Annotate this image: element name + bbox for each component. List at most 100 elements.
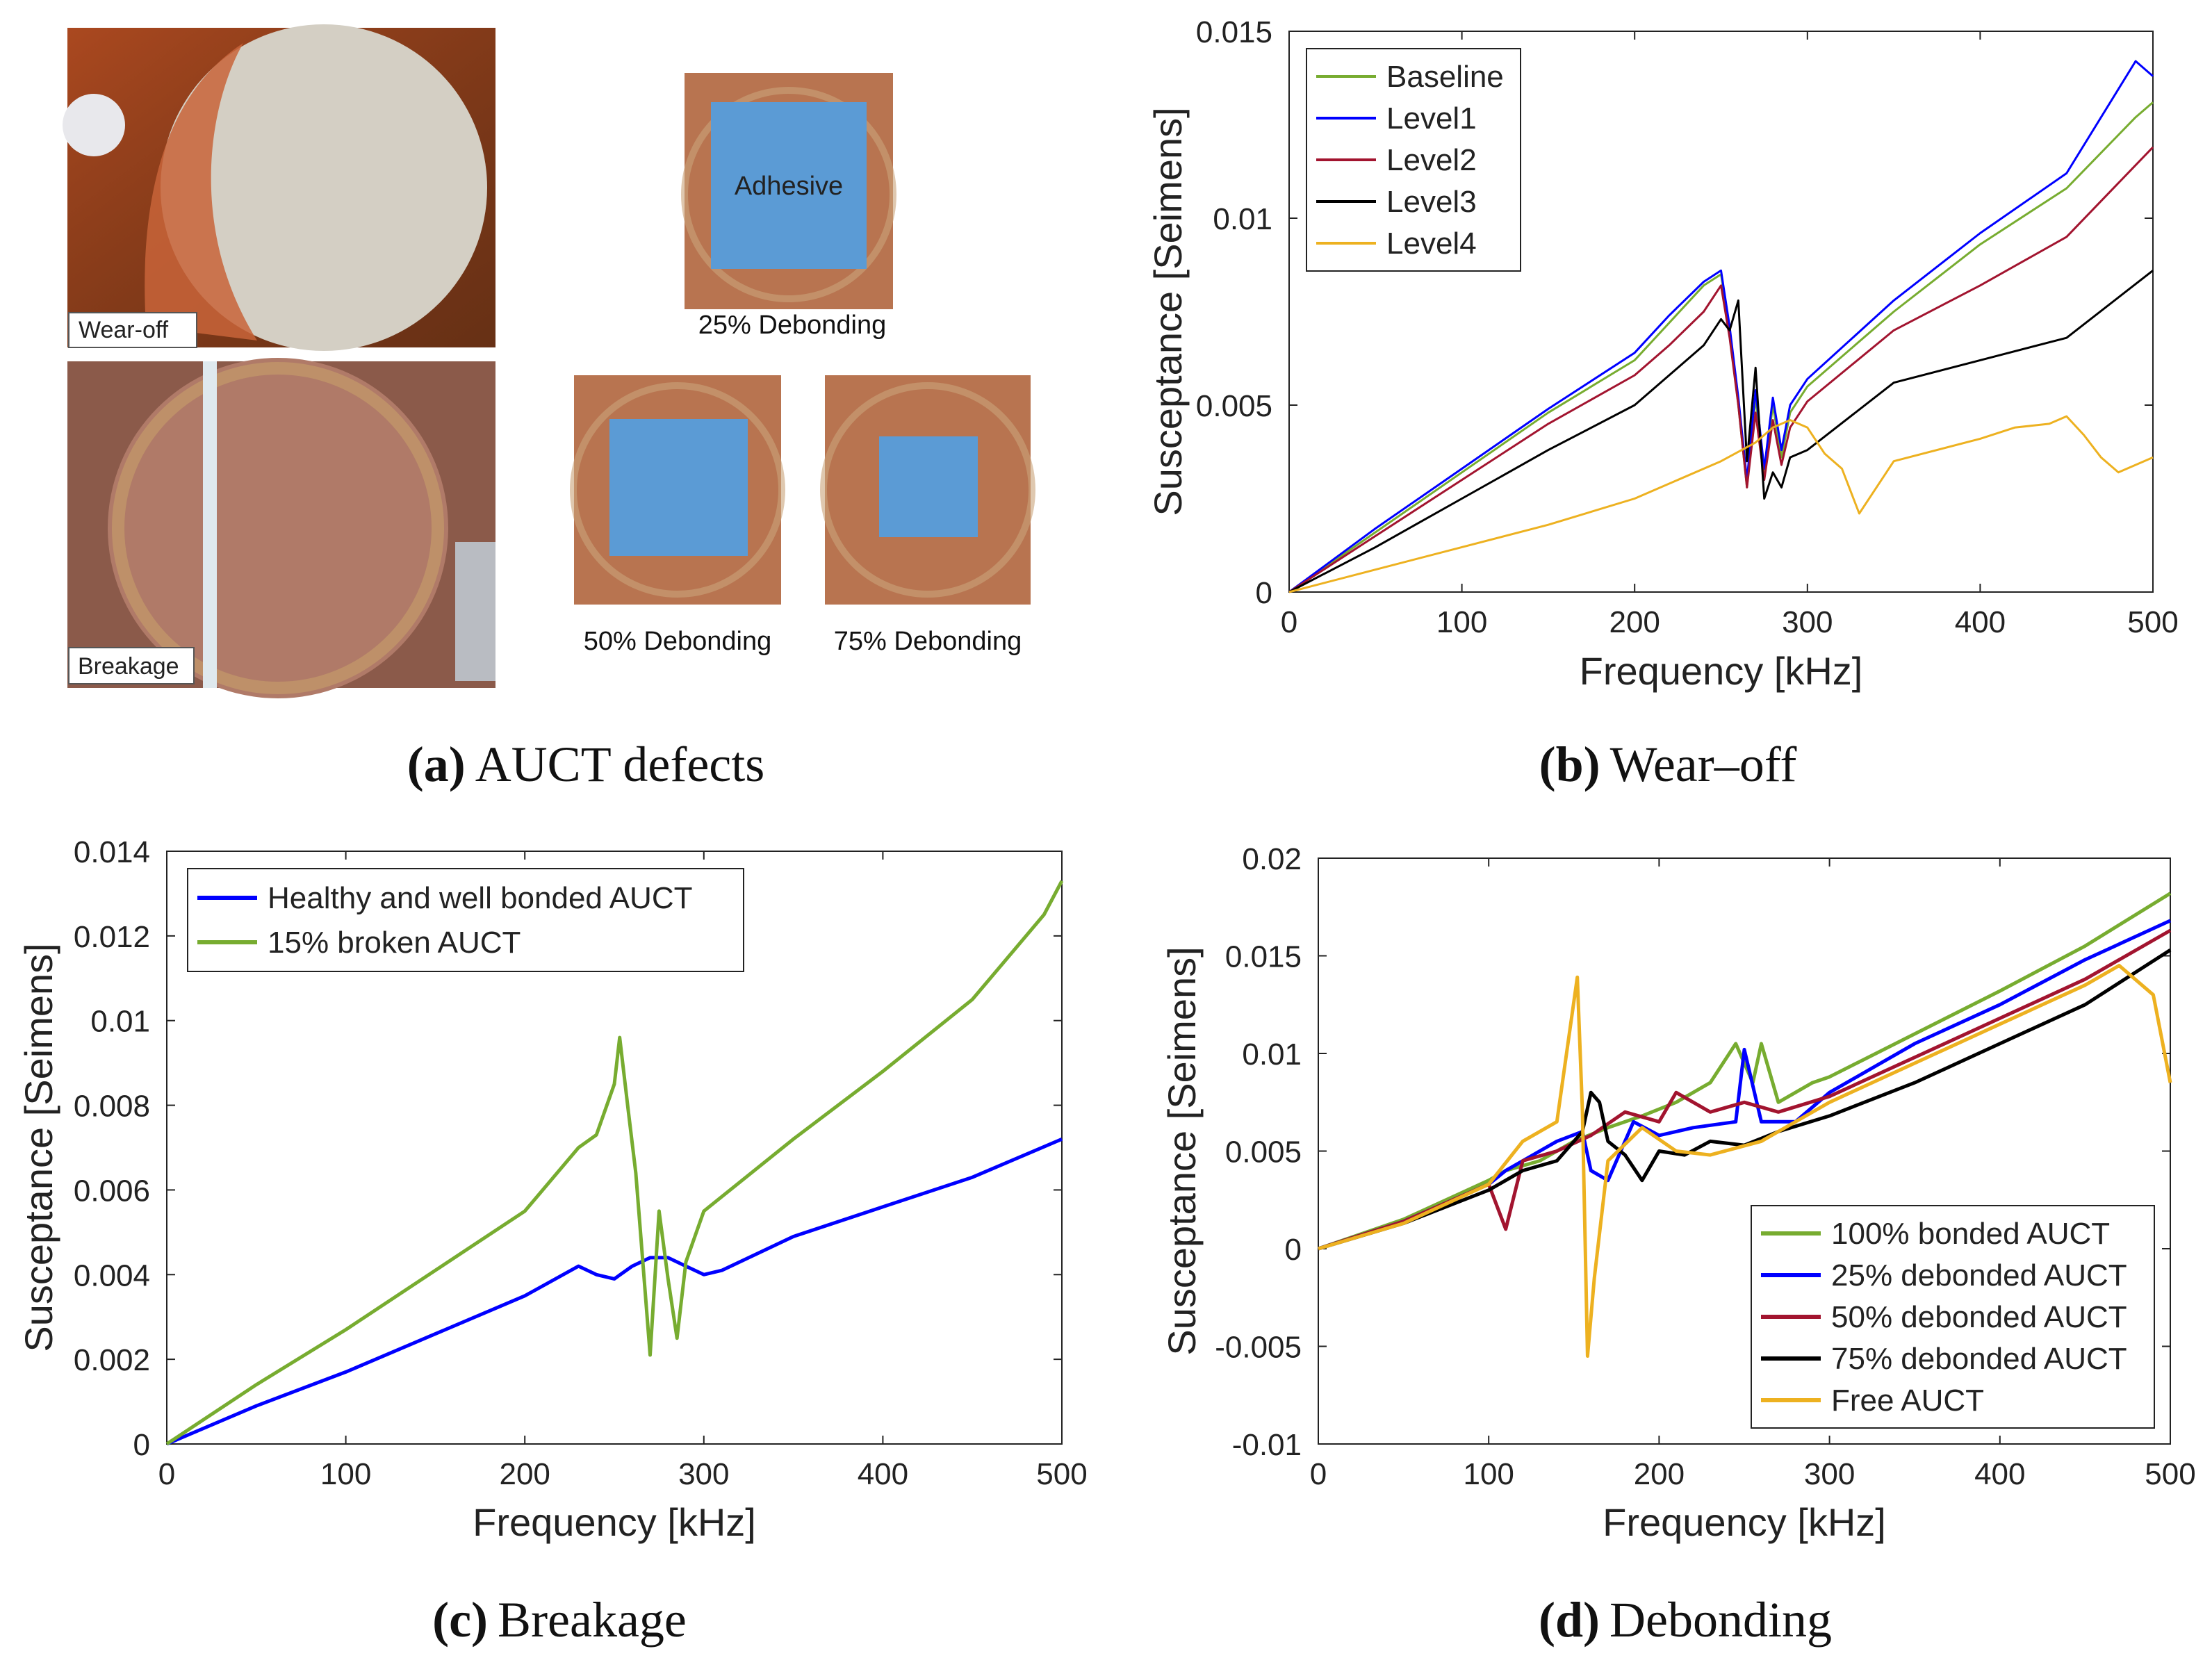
x-tick-label: 500 — [2145, 1457, 2195, 1491]
legend: 100% bonded AUCT 25% debonded AUCT 50% deb… — [1751, 1205, 2155, 1429]
x-tick-label: 500 — [2127, 605, 2178, 639]
broken-disc — [108, 358, 448, 698]
y-tick-label: 0.02 — [1242, 842, 1302, 876]
legend-entry: Level4 — [1386, 227, 1477, 261]
legend: Baseline Level1 Level2 Level3 Level4 — [1306, 48, 1521, 272]
legend-entry: Level1 — [1386, 101, 1477, 136]
legend-entry: Free AUCT — [1831, 1384, 1984, 1418]
panel-a: Wear-off Breakage Adhesive 25% Debonding… — [63, 24, 1035, 792]
x-tick-label: 0 — [1281, 605, 1297, 639]
x-tick-label: 0 — [1310, 1457, 1327, 1491]
series-line-50-debonded-auct — [1318, 928, 2172, 1251]
y-tick-label: 0.014 — [74, 835, 150, 869]
x-tick-label: 300 — [1782, 605, 1833, 639]
y-axis-label: Susceptance [Seimens] — [17, 943, 60, 1352]
legend-entry: 100% bonded AUCT — [1831, 1217, 2110, 1251]
x-tick-label: 300 — [1804, 1457, 1855, 1491]
y-tick-label: 0 — [1285, 1233, 1302, 1267]
x-tick-label: 0 — [158, 1457, 175, 1491]
y-tick-label: 0.004 — [74, 1258, 150, 1292]
electrode-blob — [63, 94, 125, 156]
x-tick-label: 400 — [1974, 1457, 2025, 1491]
legend-entry: Level2 — [1386, 143, 1477, 177]
debond-25-photo: Adhesive 25% Debonding — [681, 73, 896, 340]
debond-50-photo: 50% Debonding — [570, 375, 785, 656]
legend-entry: Healthy and well bonded AUCT — [268, 881, 692, 915]
y-axis-label: Susceptance [Seimens] — [1160, 946, 1204, 1355]
debond-25-label: 25% Debonding — [698, 311, 886, 340]
y-tick-label: 0.008 — [74, 1090, 150, 1124]
debond-75-label: 75% Debonding — [834, 627, 1022, 656]
x-axis-label: Frequency [kHz] — [473, 1500, 756, 1544]
caption-b-letter: (b) — [1539, 737, 1600, 792]
y-tick-label: -0.01 — [1232, 1428, 1302, 1462]
adhesive-area-75 — [879, 436, 978, 537]
y-tick-label: 0.006 — [74, 1174, 150, 1208]
x-tick-label: 200 — [1609, 605, 1660, 639]
breakage-label: Breakage — [78, 653, 179, 680]
y-tick-label: -0.005 — [1215, 1331, 1302, 1365]
legend: Healthy and well bonded AUCT 15% broken A… — [187, 868, 744, 972]
legend-entry: 50% debonded AUCT — [1831, 1300, 2127, 1334]
adhesive-area — [711, 102, 867, 269]
caption-c: (c) Breakage — [432, 1592, 687, 1648]
chart-breakage: 0 100 200 300 400 500 0 0.002 0.004 0.006 0.008 0.0… — [17, 835, 1088, 1544]
y-tick-label: 0.002 — [74, 1343, 150, 1377]
series-line-15-broken-auct — [165, 880, 1064, 1446]
worn-disc — [161, 24, 487, 351]
caption-d-letter: (d) — [1539, 1592, 1600, 1648]
series-line-level3 — [1288, 270, 2154, 593]
debond-50-label: 50% Debonding — [584, 627, 771, 656]
caption-a-text: AUCT defects — [475, 737, 765, 792]
legend-entry: Level3 — [1386, 185, 1477, 219]
caption-b-text: Wear–off — [1610, 737, 1797, 792]
y-tick-label: 0 — [1256, 576, 1272, 610]
series-line-free-auct — [1318, 964, 2172, 1358]
y-tick-label: 0.005 — [1225, 1135, 1302, 1169]
legend-entry: 75% debonded AUCT — [1831, 1342, 2127, 1376]
y-tick-label: 0.015 — [1225, 940, 1302, 974]
legend-entry: 15% broken AUCT — [268, 926, 521, 960]
y-tick-label: 0.005 — [1196, 389, 1272, 423]
caption-b: (b) Wear–off — [1539, 737, 1797, 792]
adhesive-label: Adhesive — [735, 172, 843, 201]
x-tick-label: 200 — [499, 1457, 550, 1491]
x-axis-label: Frequency [kHz] — [1603, 1500, 1886, 1544]
wear-off-label: Wear-off — [79, 317, 169, 343]
y-tick-label: 0.01 — [1242, 1037, 1302, 1072]
x-axis-label: Frequency [kHz] — [1580, 649, 1863, 693]
series-line-25-debonded-auct — [1318, 919, 2172, 1251]
series-line-75-debonded-auct — [1318, 948, 2172, 1251]
debond-75-photo: 75% Debonding — [820, 375, 1035, 656]
series-line-level4 — [1288, 415, 2154, 593]
y-tick-label: 0.015 — [1196, 15, 1272, 49]
y-axis-label: Susceptance [Seimens] — [1146, 107, 1190, 516]
x-tick-label: 100 — [320, 1457, 371, 1491]
x-tick-label: 500 — [1036, 1457, 1087, 1491]
caption-a-letter: (a) — [407, 737, 466, 792]
caption-d: (d) Debonding — [1539, 1592, 1832, 1648]
caption-a: (a) AUCT defects — [407, 737, 765, 792]
x-tick-label: 300 — [678, 1457, 729, 1491]
x-tick-label: 100 — [1463, 1457, 1514, 1491]
y-tick-label: 0.012 — [74, 920, 150, 954]
caption-c-text: Breakage — [498, 1592, 687, 1648]
series-line-level2 — [1288, 146, 2154, 593]
y-tick-label: 0.01 — [90, 1005, 150, 1039]
y-tick-label: 0 — [133, 1428, 150, 1462]
adhesive-area-50 — [609, 419, 748, 556]
breakage-photo: Breakage — [67, 358, 495, 698]
x-tick-label: 100 — [1436, 605, 1487, 639]
chart-wear-off: 0 100 200 300 400 500 0 0.005 0.01 0.015 Frequency… — [1146, 15, 2179, 693]
wear-off-photo: Wear-off — [63, 24, 495, 351]
chart-debonding: 0 100 200 300 400 500 -0.01 -0.005 0 0.005 0.01 0.0… — [1160, 842, 2196, 1544]
y-tick-label: 0.01 — [1213, 202, 1272, 236]
caption-d-text: Debonding — [1609, 1592, 1832, 1648]
x-tick-label: 400 — [1955, 605, 2006, 639]
crack-line — [203, 361, 217, 688]
series-line-level1 — [1288, 60, 2154, 593]
legend-entry: Baseline — [1386, 60, 1504, 94]
legend-entry: 25% debonded AUCT — [1831, 1258, 2127, 1292]
x-tick-label: 200 — [1634, 1457, 1685, 1491]
